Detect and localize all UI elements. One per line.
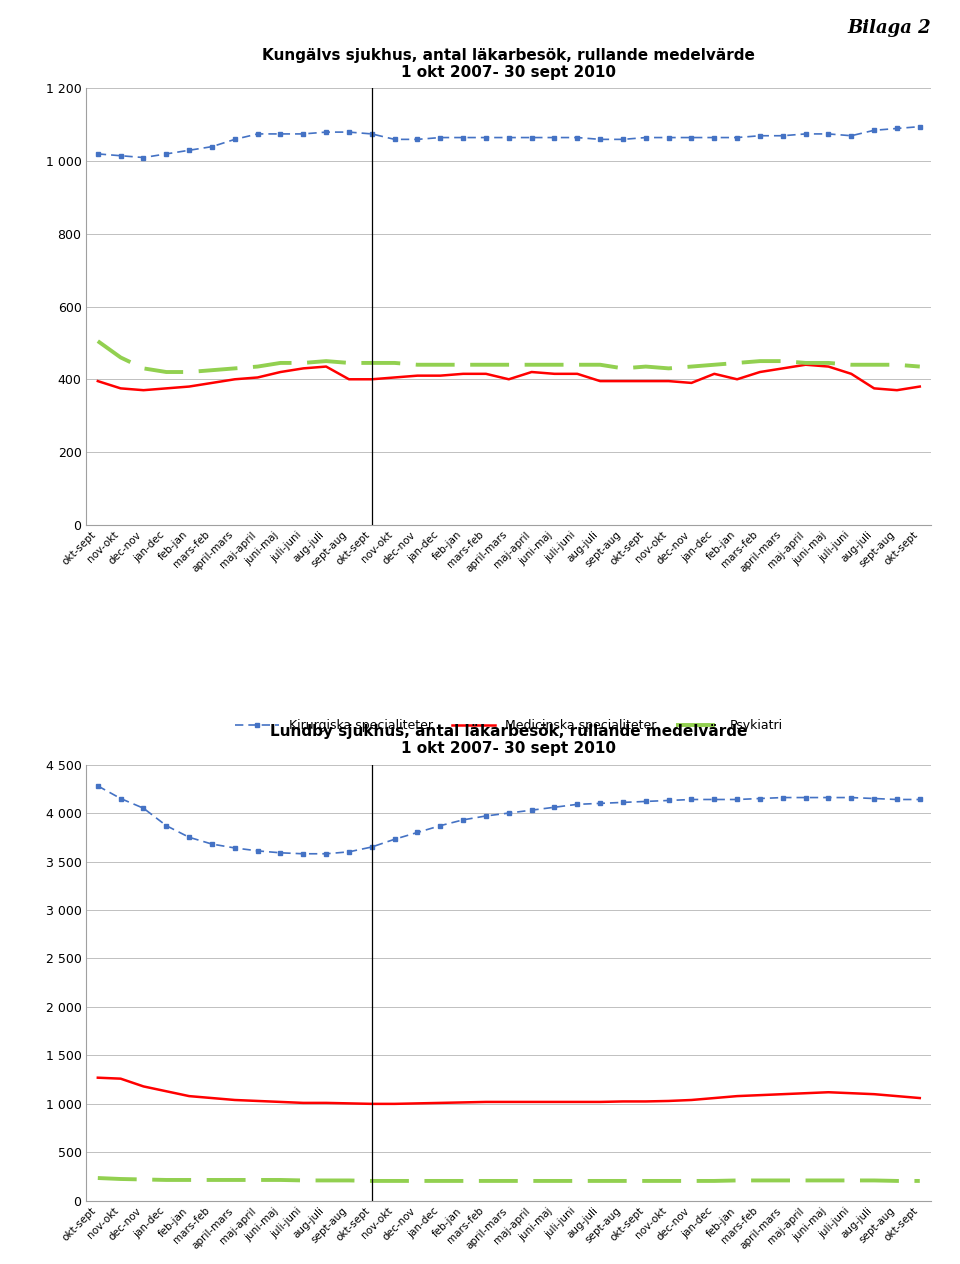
Text: Bilaga 2: Bilaga 2 xyxy=(848,19,931,37)
Legend: Kirurgiska specialiteter, Medicinska specialiteter, Psykiatri: Kirurgiska specialiteter, Medicinska spe… xyxy=(230,714,787,737)
Title: Lundby sjukhus, antal läkarbesök, rullande medelvärde
1 okt 2007- 30 sept 2010: Lundby sjukhus, antal läkarbesök, rullan… xyxy=(270,724,748,756)
Title: Kungälvs sjukhus, antal läkarbesök, rullande medelvärde
1 okt 2007- 30 sept 2010: Kungälvs sjukhus, antal läkarbesök, rull… xyxy=(262,48,756,81)
